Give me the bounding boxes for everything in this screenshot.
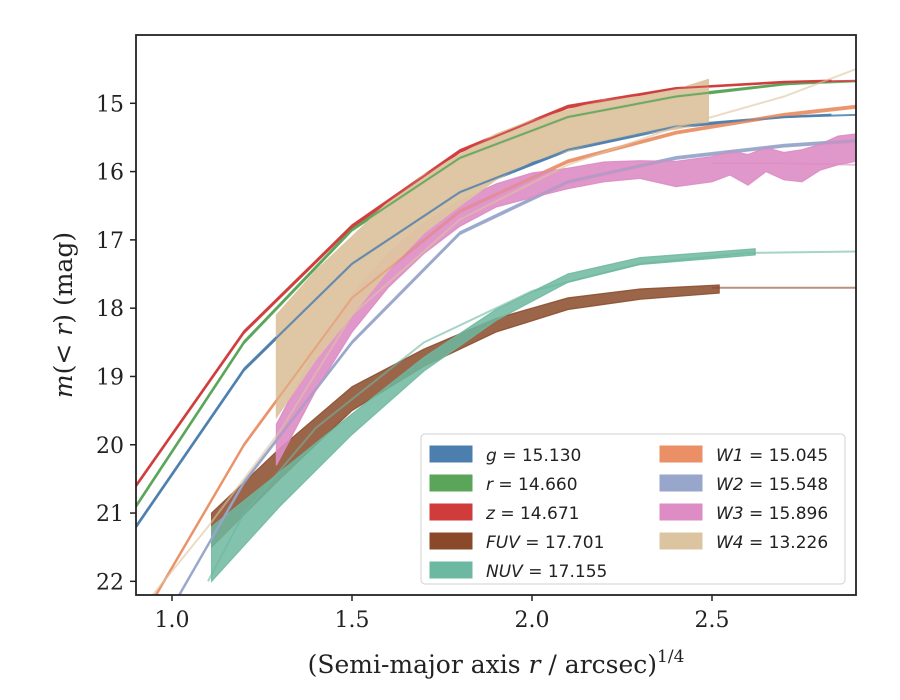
x-tick-label: 2.0 xyxy=(515,608,550,633)
band-W3 xyxy=(275,133,856,466)
legend: g = 15.130 r = 14.660 z = 14.671 FUV = 17.7… xyxy=(420,433,846,585)
model-curve-layer xyxy=(136,68,856,595)
x-tick-label: 2.5 xyxy=(695,608,730,633)
x-tick-label: 1.5 xyxy=(335,608,370,633)
legend-swatch-z xyxy=(429,503,473,521)
model-curve-W3 xyxy=(712,162,856,166)
x-axis-title: (Semi-major axis r / arcsec)1/4 xyxy=(308,647,685,679)
y-tick-label: 15 xyxy=(96,92,124,117)
y-tick-label: 22 xyxy=(96,570,124,595)
band-NUV xyxy=(211,248,756,583)
y-axis-ticks: 15 16 17 18 19 20 21 22 xyxy=(96,92,136,595)
legend-label-NUV: NUV = 17.155 xyxy=(486,562,607,582)
legend-swatch-W2 xyxy=(659,474,703,492)
x-tick-label: 1.0 xyxy=(155,608,190,633)
legend-label-W4: W4 = 13.226 xyxy=(716,533,828,553)
legend-swatch-NUV xyxy=(429,561,473,579)
plot-area xyxy=(136,68,856,595)
legend-label-r: r = 14.660 xyxy=(486,475,578,495)
legend-swatch-W4 xyxy=(659,532,703,550)
model-curve-W4 xyxy=(151,68,856,595)
legend-label-W3: W3 = 15.896 xyxy=(716,504,828,524)
y-tick-label: 21 xyxy=(96,502,124,527)
legend-swatch-r xyxy=(429,474,473,492)
y-axis-title: m(< r) (mag) xyxy=(49,232,78,398)
legend-swatch-W3 xyxy=(659,503,703,521)
y-tick-label: 19 xyxy=(96,365,124,390)
legend-label-g: g = 15.130 xyxy=(486,446,581,466)
legend-label-W1: W1 = 15.045 xyxy=(716,446,828,466)
x-axis-ticks: 1.0 1.5 2.0 2.5 xyxy=(155,595,730,633)
y-tick-label: 17 xyxy=(96,229,124,254)
legend-label-W2: W2 = 15.548 xyxy=(716,475,828,495)
legend-swatch-FUV xyxy=(429,532,473,550)
model-curve-W1 xyxy=(154,105,856,595)
model-curve-NUV xyxy=(207,250,856,582)
axes-frame xyxy=(135,34,857,596)
model-curve-W2 xyxy=(178,139,856,595)
legend-box xyxy=(420,433,846,585)
y-tick-label: 18 xyxy=(96,297,124,322)
model-curve-z xyxy=(136,79,856,487)
model-curve-r xyxy=(136,80,856,507)
y-tick-label: 20 xyxy=(96,434,124,459)
legend-label-FUV: FUV = 17.701 xyxy=(486,533,604,553)
legend-label-z: z = 14.671 xyxy=(485,504,579,524)
legend-swatch-g xyxy=(429,445,473,463)
legend-swatch-W1 xyxy=(659,445,703,463)
y-tick-label: 16 xyxy=(96,161,124,186)
